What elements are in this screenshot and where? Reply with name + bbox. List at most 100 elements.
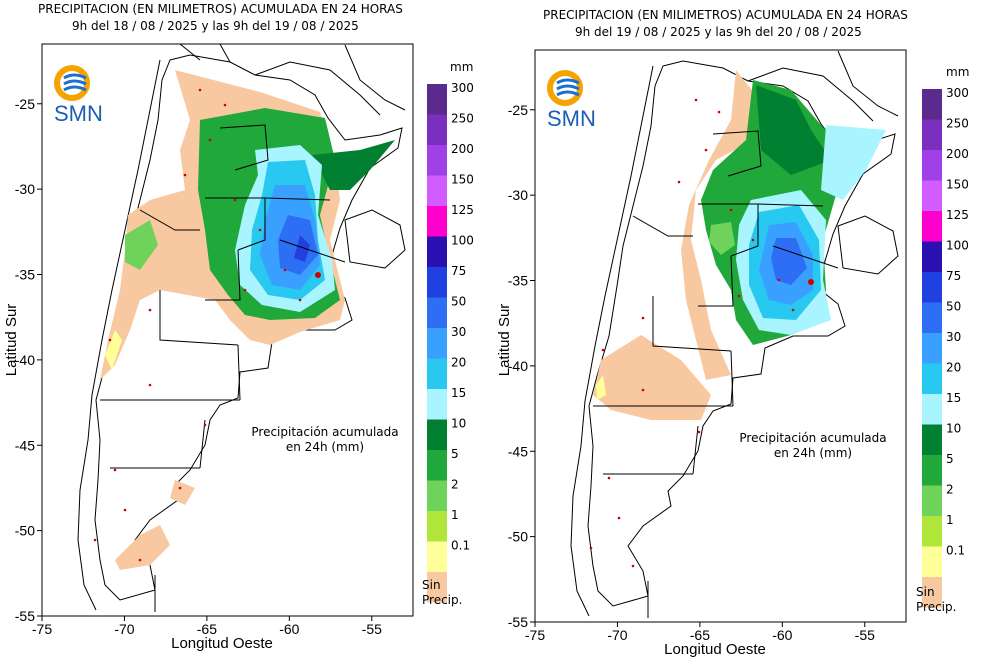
x-tick-label: -75 bbox=[525, 627, 545, 643]
legend-swatch bbox=[922, 485, 942, 516]
legend-unit: mm bbox=[450, 60, 473, 74]
legend-swatch bbox=[427, 145, 447, 176]
legend-swatch bbox=[427, 236, 447, 267]
legend-label: 1 bbox=[451, 508, 459, 522]
legend-swatch bbox=[922, 394, 942, 425]
legend-swatch bbox=[922, 180, 942, 211]
legend-label: 20 bbox=[946, 361, 961, 375]
annotation-line: Precipitación acumulada bbox=[251, 425, 399, 439]
legend-label: 2 bbox=[451, 478, 459, 492]
no-precip-line: Precip. bbox=[422, 593, 463, 607]
legend-label: 300 bbox=[451, 81, 474, 95]
map-title: PRECIPITACION (EN MILIMETROS) ACUMULADA … bbox=[543, 8, 908, 22]
map-panel-day1: PRECIPITACION (EN MILIMETROS) ACUMULADA … bbox=[3, 2, 474, 652]
capital-marker bbox=[315, 272, 321, 278]
y-tick-label: -40 bbox=[15, 352, 35, 368]
annotation-line: Precipitación acumulada bbox=[739, 431, 887, 445]
map-panel-day2: PRECIPITACION (EN MILIMETROS) ACUMULADA … bbox=[491, 0, 982, 671]
legend-label: 300 bbox=[946, 86, 969, 100]
x-tick-label: -60 bbox=[279, 621, 299, 637]
legend-label: 5 bbox=[451, 447, 459, 461]
no-precip-line: Precip. bbox=[916, 600, 957, 614]
x-axis-label: Longitud Oeste bbox=[171, 635, 273, 652]
legend-swatch bbox=[427, 450, 447, 481]
legend-label: 250 bbox=[451, 112, 474, 126]
precip-area-dark-green bbox=[756, 85, 831, 175]
legend-swatch bbox=[922, 211, 942, 242]
y-tick-label: -35 bbox=[15, 267, 35, 283]
no-precip-line: Sin bbox=[916, 585, 935, 599]
legend-swatch bbox=[922, 363, 942, 394]
legend-label: 150 bbox=[451, 173, 474, 187]
legend-swatch bbox=[922, 241, 942, 272]
legend-swatch bbox=[427, 206, 447, 237]
precip-area-sin-precip bbox=[115, 525, 170, 570]
no-precip-line: Sin bbox=[422, 578, 441, 592]
y-tick-label: -45 bbox=[508, 443, 528, 459]
legend-label: 10 bbox=[451, 417, 466, 431]
legend-swatch bbox=[922, 302, 942, 333]
legend-no-precip: Sin Precip. bbox=[422, 578, 462, 608]
smn-logo-icon bbox=[547, 70, 583, 106]
map-subtitle: 9h del 19 / 08 / 2025 y las 9h del 20 / … bbox=[575, 25, 862, 39]
legend-swatch bbox=[922, 546, 942, 577]
precip-area-blue bbox=[771, 238, 807, 285]
legend-swatch bbox=[427, 267, 447, 298]
legend-swatch bbox=[427, 511, 447, 542]
y-tick-label: -25 bbox=[508, 102, 528, 118]
legend-label: 125 bbox=[946, 208, 969, 222]
precip-area-dark-green bbox=[312, 140, 395, 190]
legend-label: 10 bbox=[946, 422, 961, 436]
legend-swatch bbox=[427, 480, 447, 511]
annotation-line: en 24h (mm) bbox=[773, 446, 853, 460]
legend-swatch bbox=[427, 84, 447, 115]
x-tick-label: -65 bbox=[197, 621, 217, 637]
legend-label: 75 bbox=[451, 264, 466, 278]
map-title: PRECIPITACION (EN MILIMETROS) ACUMULADA … bbox=[38, 2, 403, 16]
legend-swatch bbox=[427, 175, 447, 206]
precip-area-light bbox=[596, 375, 606, 400]
legend-swatch bbox=[427, 328, 447, 359]
y-axis-label: Latitud Sur bbox=[496, 304, 513, 377]
x-tick-label: -55 bbox=[855, 627, 875, 643]
legend-colorbar: mm 300 250 200 150 125 100 75 50 30 20 15 10 5 2 1 0.1 bbox=[922, 65, 969, 608]
y-axis: -25 -30 -35 -40 -45 -50 -55 Latitud Sur bbox=[496, 102, 535, 630]
x-tick-label: -70 bbox=[114, 621, 134, 637]
legend-label: 2 bbox=[946, 483, 954, 497]
legend-label: 100 bbox=[451, 234, 474, 248]
precip-area-sin-precip bbox=[170, 480, 195, 505]
legend-swatch bbox=[427, 297, 447, 328]
logo-text: SMN bbox=[54, 101, 103, 126]
legend-label: 200 bbox=[946, 147, 969, 161]
legend-swatch bbox=[427, 541, 447, 572]
legend-swatch bbox=[427, 389, 447, 420]
y-axis-label: Latitud Sur bbox=[3, 304, 20, 377]
x-tick-label: -75 bbox=[32, 621, 52, 637]
y-tick-label: -25 bbox=[15, 96, 35, 112]
legend-unit: mm bbox=[946, 65, 969, 79]
legend-swatch bbox=[922, 577, 942, 608]
precip-area-green bbox=[125, 220, 158, 270]
map-annotation: Precipitación acumulada en 24h (mm) bbox=[733, 431, 893, 461]
legend-label: 200 bbox=[451, 142, 474, 156]
x-tick-label: -60 bbox=[772, 627, 792, 643]
legend-label: 15 bbox=[451, 386, 466, 400]
legend-swatch bbox=[922, 272, 942, 303]
legend-label: 50 bbox=[946, 300, 961, 314]
legend-label: 0.1 bbox=[946, 544, 965, 558]
legend-no-precip: Sin Precip. bbox=[916, 585, 956, 615]
smn-logo-icon bbox=[54, 65, 90, 101]
y-tick-label: -35 bbox=[508, 273, 528, 289]
precip-area-blue bbox=[294, 235, 310, 262]
precip-area-light-blue bbox=[821, 125, 886, 200]
y-tick-label: -30 bbox=[508, 187, 528, 203]
legend-swatch bbox=[922, 119, 942, 150]
y-tick-label: -30 bbox=[15, 181, 35, 197]
legend-label: 15 bbox=[946, 391, 961, 405]
legend-swatch bbox=[922, 516, 942, 547]
legend-swatch bbox=[922, 150, 942, 181]
y-tick-label: -45 bbox=[15, 437, 35, 453]
map-annotation: Precipitación acumulada en 24h (mm) bbox=[245, 425, 405, 455]
x-axis: -75 -70 -65 -60 -55 Longitud Oeste bbox=[32, 616, 382, 652]
